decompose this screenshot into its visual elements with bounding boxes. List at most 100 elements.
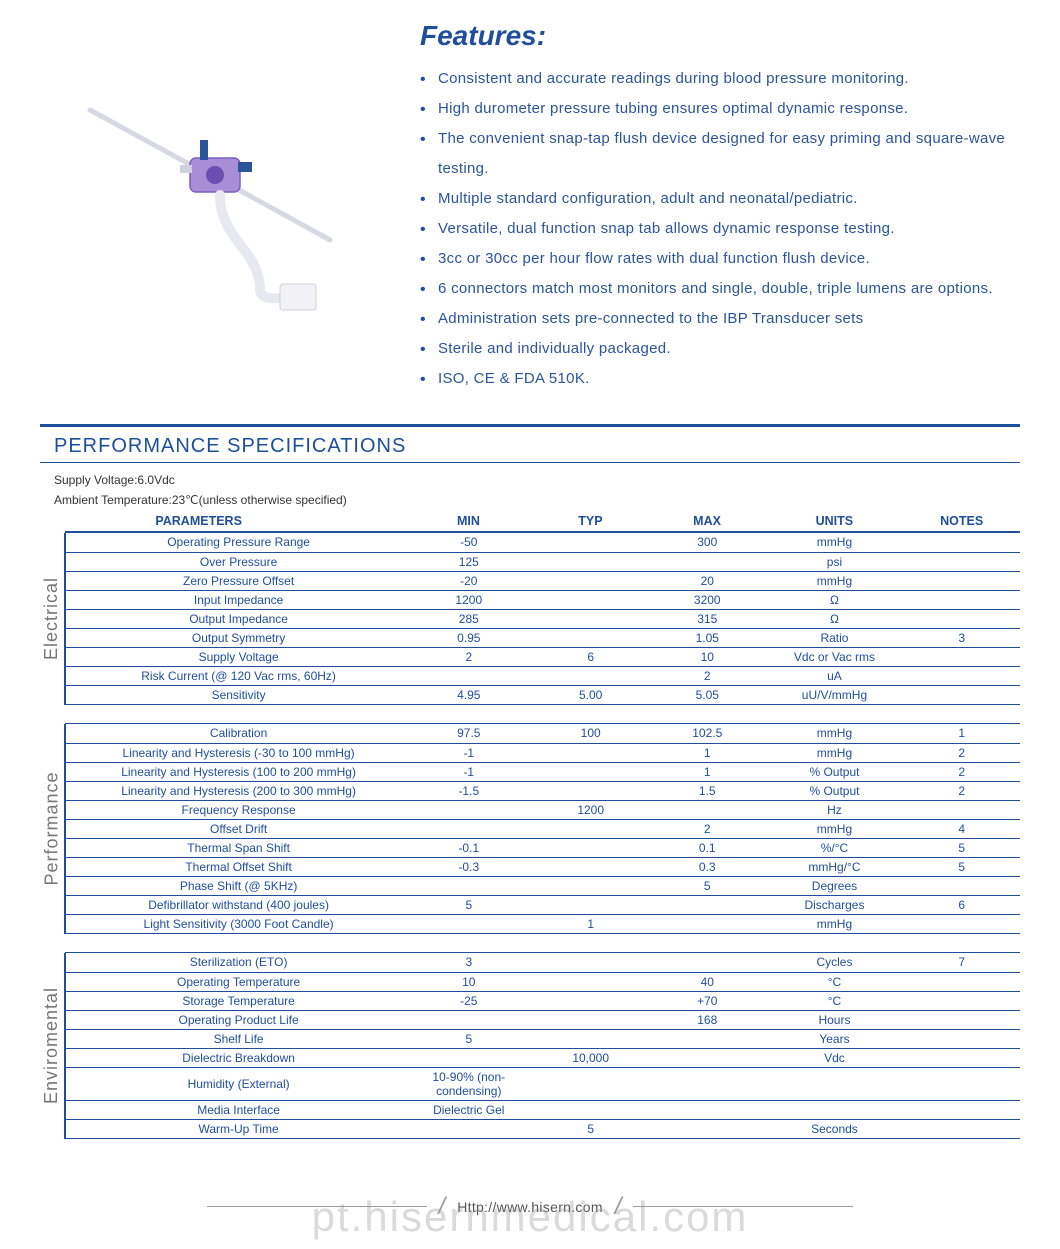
value-cell bbox=[532, 571, 649, 590]
table-row: Offset Drift2mmHg4 bbox=[66, 819, 1020, 838]
table-row: Dielectric Breakdown10,000Vdc bbox=[66, 1048, 1020, 1067]
value-cell bbox=[903, 1067, 1020, 1100]
table-row: Zero Pressure Offset-2020mmHg bbox=[66, 571, 1020, 590]
value-cell: 5 bbox=[405, 1029, 532, 1048]
param-cell: Supply Voltage bbox=[66, 647, 405, 666]
table-row: Media InterfaceDielectric Gel bbox=[66, 1100, 1020, 1119]
group-label: Performance bbox=[40, 724, 66, 934]
param-cell: Zero Pressure Offset bbox=[66, 571, 405, 590]
value-cell: 1 bbox=[649, 743, 766, 762]
value-cell bbox=[903, 609, 1020, 628]
value-cell: 6 bbox=[903, 895, 1020, 914]
value-cell: 2 bbox=[903, 743, 1020, 762]
value-cell: Hz bbox=[766, 800, 904, 819]
value-cell: 0.95 bbox=[405, 628, 532, 647]
param-cell: Linearity and Hysteresis (-30 to 100 mmH… bbox=[66, 743, 405, 762]
footer-rule-left bbox=[207, 1206, 427, 1207]
column-header: UNITS bbox=[765, 511, 903, 532]
value-cell bbox=[649, 953, 766, 972]
value-cell: Vdc or Vac rms bbox=[766, 647, 904, 666]
param-cell: Media Interface bbox=[66, 1100, 405, 1119]
value-cell bbox=[532, 1100, 649, 1119]
value-cell: 1 bbox=[649, 762, 766, 781]
value-cell: 40 bbox=[649, 972, 766, 991]
footer-slash-left: / bbox=[439, 1193, 446, 1221]
features-list: Consistent and accurate readings during … bbox=[420, 64, 1020, 394]
value-cell bbox=[649, 1100, 766, 1119]
table-row: Output Impedance285315Ω bbox=[66, 609, 1020, 628]
value-cell: 2 bbox=[903, 781, 1020, 800]
param-cell: Phase Shift (@ 5KHz) bbox=[66, 876, 405, 895]
value-cell bbox=[903, 1100, 1020, 1119]
value-cell: 5 bbox=[405, 895, 532, 914]
value-cell bbox=[649, 552, 766, 571]
table-row: Thermal Span Shift-0.10.1%/°C5 bbox=[66, 838, 1020, 857]
param-cell: Operating Temperature bbox=[66, 972, 405, 991]
table-row: Input Impedance12003200Ω bbox=[66, 590, 1020, 609]
value-cell bbox=[532, 876, 649, 895]
value-cell bbox=[903, 590, 1020, 609]
value-cell bbox=[405, 1119, 532, 1138]
value-cell bbox=[903, 800, 1020, 819]
value-cell bbox=[903, 1048, 1020, 1067]
value-cell: -1 bbox=[405, 743, 532, 762]
param-cell: Dielectric Breakdown bbox=[66, 1048, 405, 1067]
value-cell bbox=[903, 571, 1020, 590]
product-image bbox=[40, 20, 400, 340]
value-cell: uA bbox=[766, 666, 904, 685]
table-row: Output Symmetry0.951.05Ratio3 bbox=[66, 628, 1020, 647]
value-cell: -0.3 bbox=[405, 857, 532, 876]
value-cell: mmHg bbox=[766, 571, 904, 590]
feature-item: Multiple standard configuration, adult a… bbox=[420, 184, 1020, 214]
value-cell: Seconds bbox=[766, 1119, 904, 1138]
feature-item: Sterile and individually packaged. bbox=[420, 334, 1020, 364]
param-cell: Output Impedance bbox=[66, 609, 405, 628]
value-cell bbox=[649, 1119, 766, 1138]
value-cell: 1.5 bbox=[649, 781, 766, 800]
table-row: Storage Temperature-25+70°C bbox=[66, 991, 1020, 1010]
param-cell: Humidity (External) bbox=[66, 1067, 405, 1100]
param-cell: Light Sensitivity (3000 Foot Candle) bbox=[66, 914, 405, 933]
spec-meta-temp: Ambient Temperature:23℃(unless otherwise… bbox=[40, 491, 1020, 509]
value-cell: uU/V/mmHg bbox=[766, 685, 904, 704]
param-cell: Input Impedance bbox=[66, 590, 405, 609]
value-cell: 3 bbox=[405, 953, 532, 972]
table-row: Humidity (External)10-90% (non-condensin… bbox=[66, 1067, 1020, 1100]
feature-item: 6 connectors match most monitors and sin… bbox=[420, 274, 1020, 304]
param-cell: Operating Product Life bbox=[66, 1010, 405, 1029]
table-row: Supply Voltage2610Vdc or Vac rms bbox=[66, 647, 1020, 666]
value-cell: 1 bbox=[903, 724, 1020, 743]
value-cell: 1200 bbox=[405, 590, 532, 609]
features-title: Features: bbox=[420, 20, 1020, 52]
value-cell: Dielectric Gel bbox=[405, 1100, 532, 1119]
table-row: Frequency Response1200Hz bbox=[66, 800, 1020, 819]
value-cell: mmHg/°C bbox=[766, 857, 904, 876]
column-header: TYP bbox=[532, 511, 649, 532]
table-row: Sterilization (ETO)3Cycles7 bbox=[66, 953, 1020, 972]
value-cell bbox=[532, 628, 649, 647]
value-cell: 0.1 bbox=[649, 838, 766, 857]
value-cell: -50 bbox=[405, 533, 532, 552]
value-cell bbox=[405, 914, 532, 933]
value-cell: 3200 bbox=[649, 590, 766, 609]
table-row: Shelf Life5Years bbox=[66, 1029, 1020, 1048]
value-cell bbox=[532, 819, 649, 838]
value-cell bbox=[405, 1010, 532, 1029]
value-cell bbox=[532, 895, 649, 914]
value-cell: Ratio bbox=[766, 628, 904, 647]
table-row: Phase Shift (@ 5KHz)5Degrees bbox=[66, 876, 1020, 895]
feature-item: ISO, CE & FDA 510K. bbox=[420, 364, 1020, 394]
table-row: Calibration97.5100102.5mmHg1 bbox=[66, 724, 1020, 743]
value-cell: 10,000 bbox=[532, 1048, 649, 1067]
value-cell: 5 bbox=[532, 1119, 649, 1138]
value-cell: 10 bbox=[405, 972, 532, 991]
value-cell bbox=[532, 991, 649, 1010]
feature-item: The convenient snap-tap flush device des… bbox=[420, 124, 1020, 184]
value-cell: 5.00 bbox=[532, 685, 649, 704]
top-section: Features: Consistent and accurate readin… bbox=[0, 0, 1060, 424]
value-cell: 97.5 bbox=[405, 724, 532, 743]
param-cell: Storage Temperature bbox=[66, 991, 405, 1010]
value-cell: mmHg bbox=[766, 819, 904, 838]
value-cell: psi bbox=[766, 552, 904, 571]
table-row: Light Sensitivity (3000 Foot Candle)1mmH… bbox=[66, 914, 1020, 933]
